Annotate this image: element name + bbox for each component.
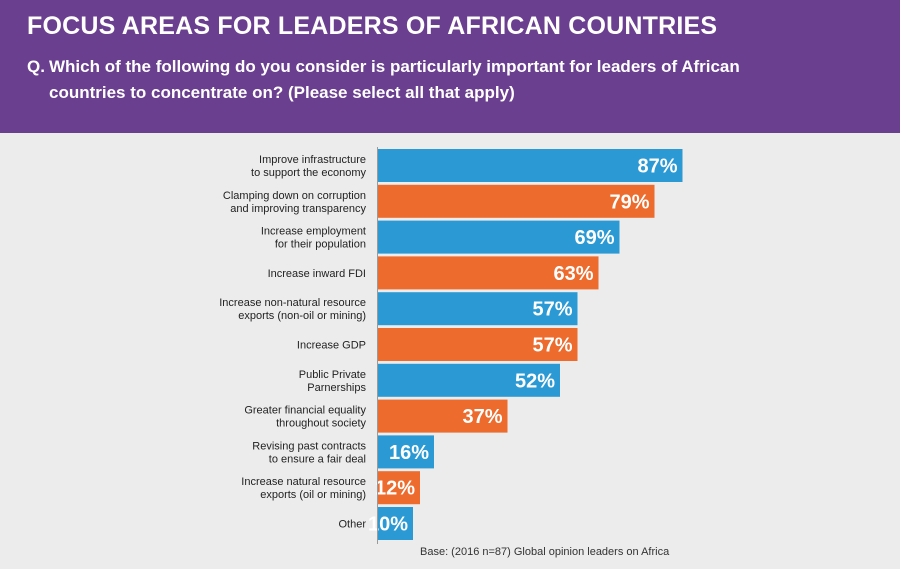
question-text-line-2: countries to concentrate on? (Please sel… [49, 83, 515, 102]
chart-title: FOCUS AREAS FOR LEADERS OF AFRICAN COUNT… [27, 12, 718, 40]
bar-value-label-7: 52% [515, 370, 555, 392]
category-label-6: Increase GDP [297, 340, 366, 352]
category-label-2: Clamping down on corruption and improving… [223, 190, 367, 215]
bar-value-label-11: 10% [368, 514, 408, 536]
question-text-line-1: Which of the following do you consider i… [49, 57, 740, 76]
bar-10 [378, 471, 420, 505]
question-prefix: Q. [27, 57, 45, 76]
category-label-1: Improve infrastructure to support the eco… [251, 154, 366, 179]
bar-chart: 87% Improve infrastructure to support the … [219, 147, 683, 544]
survey-question: Q. Which of the following do you consider… [27, 54, 847, 106]
bar-7 [378, 363, 560, 397]
category-label-3: Increase employment for their population [261, 226, 366, 251]
category-label-11: Other [338, 519, 366, 531]
bar-value-label-2: 79% [609, 191, 649, 213]
bar-5 [378, 292, 578, 326]
bar-value-label-4: 63% [553, 263, 593, 285]
bar-value-label-1: 87% [637, 156, 677, 178]
bar-value-label-8: 37% [462, 406, 502, 428]
category-label-4: Increase inward FDI [268, 268, 366, 280]
bar-value-label-6: 57% [532, 335, 572, 357]
category-label-9: Revising past contracts to ensure a fair … [252, 440, 366, 465]
category-label-5: Increase non-natural resource exports (no… [219, 297, 366, 322]
bar-4 [378, 256, 599, 290]
bar-8 [378, 399, 508, 433]
category-label-8: Greater financial equality throughout soc… [244, 405, 366, 430]
bar-value-label-9: 16% [389, 442, 429, 464]
bar-3 [378, 220, 620, 254]
bar-value-label-5: 57% [532, 299, 572, 321]
base-footnote: Base: (2016 n=87) Global opinion leaders… [420, 546, 670, 558]
header-banner: FOCUS AREAS FOR LEADERS OF AFRICAN COUNT… [0, 0, 900, 133]
bar-value-label-3: 69% [574, 227, 614, 249]
bar-2 [378, 184, 655, 218]
bar-1 [378, 149, 683, 182]
category-label-10: Increase natural resource exports (oil or… [241, 476, 366, 501]
category-label-7: Public Private Parnerships [299, 369, 367, 394]
bar-value-label-10: 12% [375, 478, 415, 500]
bar-6 [378, 328, 578, 361]
bar-9 [378, 435, 434, 469]
bar-11 [378, 507, 413, 540]
